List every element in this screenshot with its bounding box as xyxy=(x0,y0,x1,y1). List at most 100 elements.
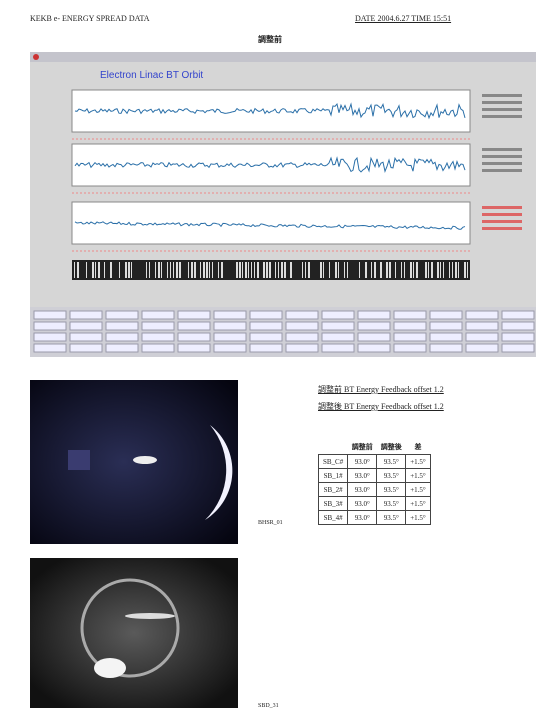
side-text xyxy=(482,220,522,223)
barcode-line xyxy=(257,262,259,278)
barcode-line xyxy=(170,262,171,278)
button xyxy=(501,310,535,320)
button xyxy=(213,310,247,320)
barcode-line xyxy=(302,262,303,278)
barcode-line xyxy=(320,262,322,278)
table-cell: SB_C# xyxy=(317,454,349,469)
barcode-line xyxy=(374,262,376,278)
barcode-line xyxy=(173,262,174,278)
beam-image-1 xyxy=(30,380,238,544)
button xyxy=(177,332,211,342)
button xyxy=(213,321,247,331)
button xyxy=(357,310,391,320)
button xyxy=(69,321,103,331)
barcode-line xyxy=(467,262,468,278)
barcode-line xyxy=(281,262,283,278)
barcode-line xyxy=(263,262,265,278)
button xyxy=(33,310,67,320)
barcode-line xyxy=(98,262,100,278)
barcode-line xyxy=(218,262,219,278)
button xyxy=(213,332,247,342)
barcode-line xyxy=(329,262,330,278)
side-text xyxy=(482,169,522,172)
header-cell xyxy=(319,440,348,455)
barcode-line xyxy=(428,262,429,278)
button xyxy=(429,332,463,342)
header-cell: 差 xyxy=(414,443,422,451)
barcode-line xyxy=(194,262,196,278)
table-cell: 93.5° xyxy=(376,482,407,497)
barcode-line xyxy=(290,262,292,278)
barcode-line xyxy=(239,262,241,278)
table-header: 調整前 調整後 差 xyxy=(319,440,431,455)
barcode-line xyxy=(74,262,75,278)
barcode-line xyxy=(77,262,79,278)
barcode-line xyxy=(245,262,247,278)
barcode-line xyxy=(443,262,444,278)
button xyxy=(429,321,463,331)
barcode-line xyxy=(278,262,279,278)
button xyxy=(465,321,499,331)
button xyxy=(33,343,67,353)
side-text xyxy=(482,115,522,118)
table-cell: 93.5° xyxy=(376,454,407,469)
barcode-line xyxy=(389,262,391,278)
note: 調整後 BT Energy Feedback offset 1.2 xyxy=(318,402,444,411)
button xyxy=(465,343,499,353)
doc-subtitle: 調整前 xyxy=(258,35,282,44)
image-spot xyxy=(125,613,175,619)
barcode-line xyxy=(416,262,418,278)
button xyxy=(177,321,211,331)
button xyxy=(285,310,319,320)
doc-title: KEKB e- ENERGY SPREAD DATA xyxy=(30,14,150,23)
header-cell: 調整後 xyxy=(380,443,402,451)
barcode-line xyxy=(158,262,160,278)
button xyxy=(357,332,391,342)
barcode-line xyxy=(449,262,450,278)
barcode-line xyxy=(410,262,412,278)
barcode-line xyxy=(176,262,178,278)
barcode-line xyxy=(386,262,388,278)
button xyxy=(105,332,139,342)
image-spot xyxy=(205,425,233,520)
barcode-line xyxy=(308,262,310,278)
barcode-line xyxy=(104,262,105,278)
barcode-line xyxy=(338,262,339,278)
button xyxy=(141,310,175,320)
doc-date: DATE 2004.6.27 TIME 15:51 xyxy=(355,14,452,23)
barcode-line xyxy=(149,262,150,278)
button xyxy=(429,310,463,320)
barcode-line xyxy=(200,262,201,278)
button xyxy=(321,310,355,320)
barcode-line xyxy=(242,262,243,278)
table-cell: 93.5° xyxy=(376,496,407,511)
button xyxy=(501,332,535,342)
side-text xyxy=(482,206,522,209)
plot-trace xyxy=(74,102,466,120)
barcode-line xyxy=(167,262,168,278)
barcode-line xyxy=(401,262,402,278)
barcode-line xyxy=(119,262,120,278)
button xyxy=(285,343,319,353)
side-text xyxy=(482,227,522,230)
image-bg xyxy=(30,558,238,708)
button xyxy=(249,321,283,331)
plot-trace xyxy=(74,221,466,230)
button xyxy=(33,332,67,342)
button xyxy=(105,321,139,331)
plot-panel xyxy=(71,201,471,245)
barcode-line xyxy=(95,262,96,278)
barcode-line xyxy=(395,262,396,278)
button xyxy=(393,332,427,342)
barcode-line xyxy=(371,262,372,278)
button xyxy=(465,332,499,342)
button xyxy=(141,343,175,353)
button xyxy=(69,332,103,342)
button xyxy=(501,321,535,331)
barcode-line xyxy=(431,262,433,278)
button xyxy=(33,321,67,331)
button xyxy=(69,310,103,320)
table-row: SB_C# 93.0° 93.5° +1.5° xyxy=(317,454,431,469)
barcode-line xyxy=(203,262,205,278)
table-cell: +1.5° xyxy=(405,496,431,511)
